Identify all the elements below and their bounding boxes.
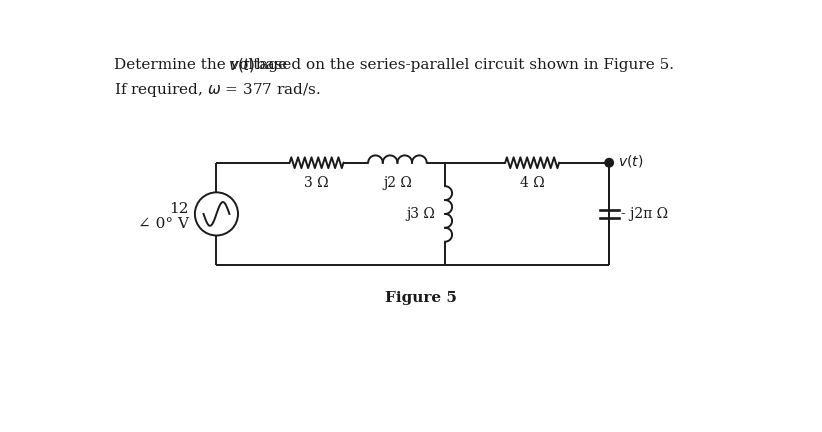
Text: If required, $\omega$ = 377 rad/s.: If required, $\omega$ = 377 rad/s. <box>114 81 321 98</box>
Text: - j2π Ω: - j2π Ω <box>621 207 667 221</box>
Text: ∠ 0° V: ∠ 0° V <box>138 217 189 231</box>
Text: based on the series-parallel circuit shown in Figure 5.: based on the series-parallel circuit sho… <box>251 58 674 72</box>
Text: Determine the voltage: Determine the voltage <box>114 58 292 72</box>
Text: j2 Ω: j2 Ω <box>383 176 412 190</box>
Text: 3 Ω: 3 Ω <box>304 176 329 190</box>
Circle shape <box>605 159 613 167</box>
Text: j3 Ω: j3 Ω <box>406 207 435 221</box>
Text: 4 Ω: 4 Ω <box>520 176 544 190</box>
Text: $v(t)$: $v(t)$ <box>618 153 644 169</box>
Text: 12: 12 <box>169 202 189 216</box>
Text: $v(t)$: $v(t)$ <box>228 56 256 74</box>
Text: Figure 5: Figure 5 <box>386 291 457 305</box>
